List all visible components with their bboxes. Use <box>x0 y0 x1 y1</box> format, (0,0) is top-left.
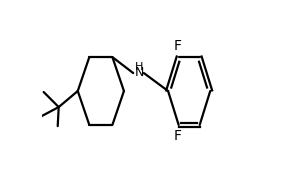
Text: H: H <box>135 62 143 72</box>
Text: F: F <box>174 129 182 143</box>
Text: F: F <box>174 39 182 53</box>
Text: N: N <box>135 65 144 78</box>
